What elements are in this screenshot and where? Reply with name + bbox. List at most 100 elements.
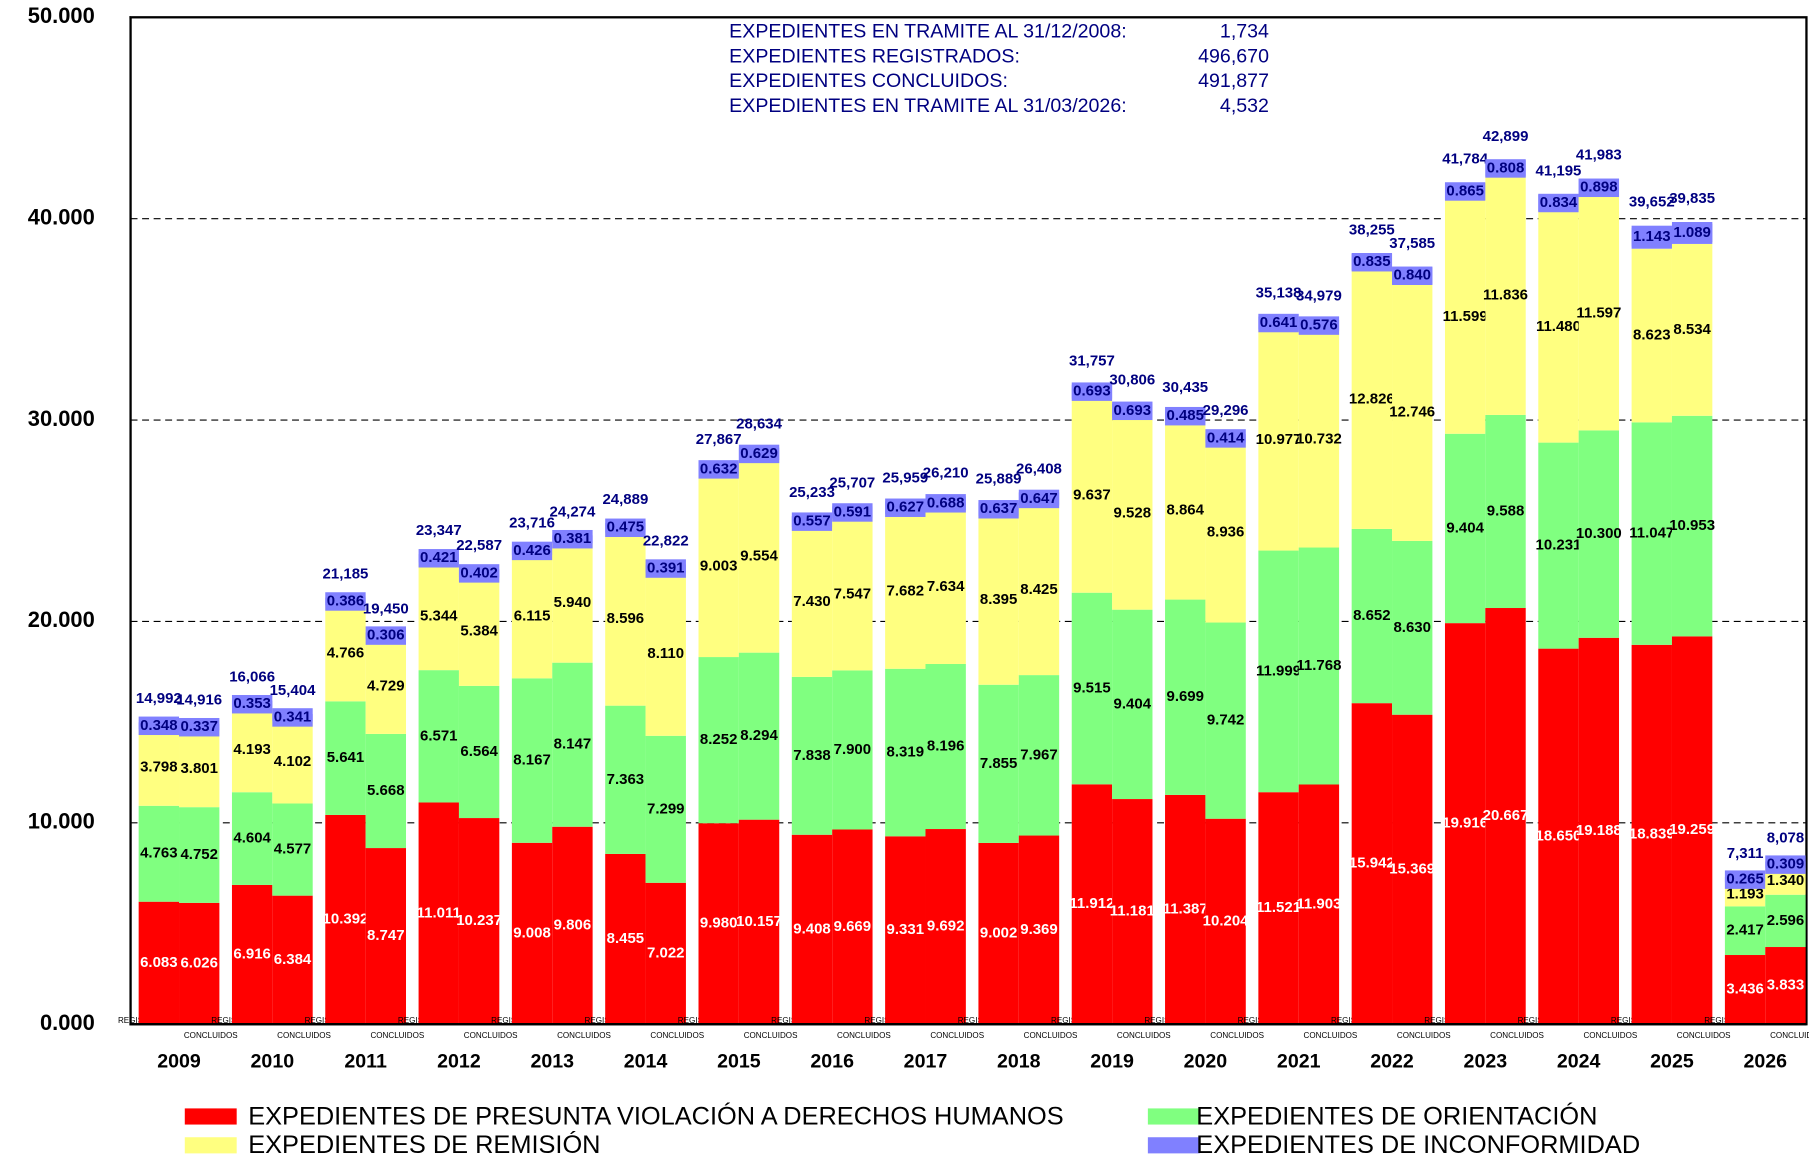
bar-segment [791,834,833,1025]
value-label: 6.384 [274,951,312,968]
summary-value: 491,877 [1198,70,1269,92]
total-label: 21,185 [323,565,369,582]
bar-segment [1165,794,1206,1025]
total-label: 23,716 [509,514,555,531]
x-tick-label: 2024 [1557,1050,1601,1072]
group-label: CONCLUIDOS [837,1031,891,1040]
value-label: 0.475 [607,519,645,536]
value-label: 11.387 [1163,901,1208,918]
total-label: 34,979 [1296,288,1342,305]
bar-segment [1538,648,1579,1025]
value-label: 8.147 [554,736,592,753]
x-tick-label: 2015 [717,1050,761,1072]
value-label: 0.309 [1767,856,1805,873]
bar-segment [1298,784,1340,1025]
value-label: 0.693 [1114,402,1152,419]
value-label: 4.729 [367,677,404,694]
value-label: 7.363 [607,771,645,788]
value-label: 9.528 [1114,505,1152,522]
label-box [272,708,313,727]
value-label: 11.521 [1256,899,1301,916]
group-label: CONCLUIDOS [277,1031,331,1040]
bar-segment [925,663,966,830]
value-label: 0.808 [1487,159,1525,176]
x-tick-label: 2012 [437,1050,481,1072]
bar-segment [1765,947,1806,1025]
bar-segment [1671,415,1713,637]
value-label: 9.408 [793,920,831,937]
value-label: 10.732 [1296,430,1342,447]
value-label: 0.353 [233,695,271,712]
value-label: 8.455 [607,930,645,947]
bar-segment [458,818,500,1025]
value-label: 7.547 [834,585,871,602]
group-label: CONCLUIDOS [370,1031,424,1040]
bar-segment [1205,442,1246,623]
value-label: 9.002 [980,925,1017,942]
bar-segment [645,735,686,883]
value-label: 5.641 [327,749,364,766]
value-label: 7.900 [834,741,871,758]
label-box [925,494,966,513]
bar-segment [1205,622,1246,819]
value-label: 0.647 [1020,490,1057,507]
label-box [885,498,926,517]
x-tick-label: 2010 [251,1050,295,1072]
bar-segment [1631,422,1672,645]
label-box [1724,870,1766,889]
x-tick-label: 2013 [530,1050,574,1072]
value-label: 10.231 [1536,537,1582,554]
group-label: CONCLUIDOS [930,1031,984,1040]
y-tick-label: 40.000 [28,204,95,229]
bar-segment [138,901,180,1025]
total-label: 25,707 [829,474,875,491]
bar-segment [1631,644,1672,1025]
value-label: 11.912 [1069,895,1114,912]
bar-segment [1351,270,1393,529]
label-box [179,717,220,737]
total-label: 38,255 [1349,222,1395,239]
bar-segment [1485,608,1526,1025]
group-label: CONCLUIDOS [1770,1031,1809,1040]
value-label: 0.898 [1580,179,1618,196]
bar-segment [738,652,780,820]
group-label: CONCLUIDOS [1304,1031,1358,1040]
value-label: 19.259 [1669,821,1715,838]
value-label: 4.193 [233,741,271,758]
label-box [1298,316,1340,335]
value-label: 2.417 [1726,922,1764,939]
total-label: 39,652 [1629,194,1675,211]
value-label: 0.348 [140,717,177,734]
bar-segment [365,848,407,1025]
value-label: 8.630 [1393,619,1431,636]
value-label: 9.515 [1073,679,1111,696]
x-tick-label: 2023 [1464,1050,1508,1072]
value-label: 9.980 [700,915,738,932]
bar-segment [325,814,366,1025]
x-tick-label: 2026 [1743,1050,1787,1072]
label-box [138,716,180,736]
label-box [231,694,273,714]
bar-segment [511,678,553,843]
bar-segment [138,805,180,902]
value-label: 6.916 [233,946,271,963]
label-box [365,626,407,645]
x-tick-label: 2009 [157,1050,201,1072]
value-label: 7.299 [647,800,685,817]
bar-segment [1578,637,1620,1025]
label-box [738,444,780,464]
value-label: 7.634 [927,578,965,595]
label-box [511,541,553,561]
bar-segment [1578,196,1620,431]
value-label: 4.763 [140,845,177,862]
bar-segment [1165,421,1206,600]
value-label: 11.768 [1296,657,1341,674]
value-label: 11.047 [1629,525,1674,542]
bar-segment [605,853,646,1025]
value-label: 10.204 [1203,912,1249,929]
bar-segment [791,527,833,677]
total-label: 8,078 [1767,829,1805,846]
label-box [832,503,873,522]
value-label: 10.157 [736,913,782,930]
value-label: 8.652 [1353,607,1391,624]
